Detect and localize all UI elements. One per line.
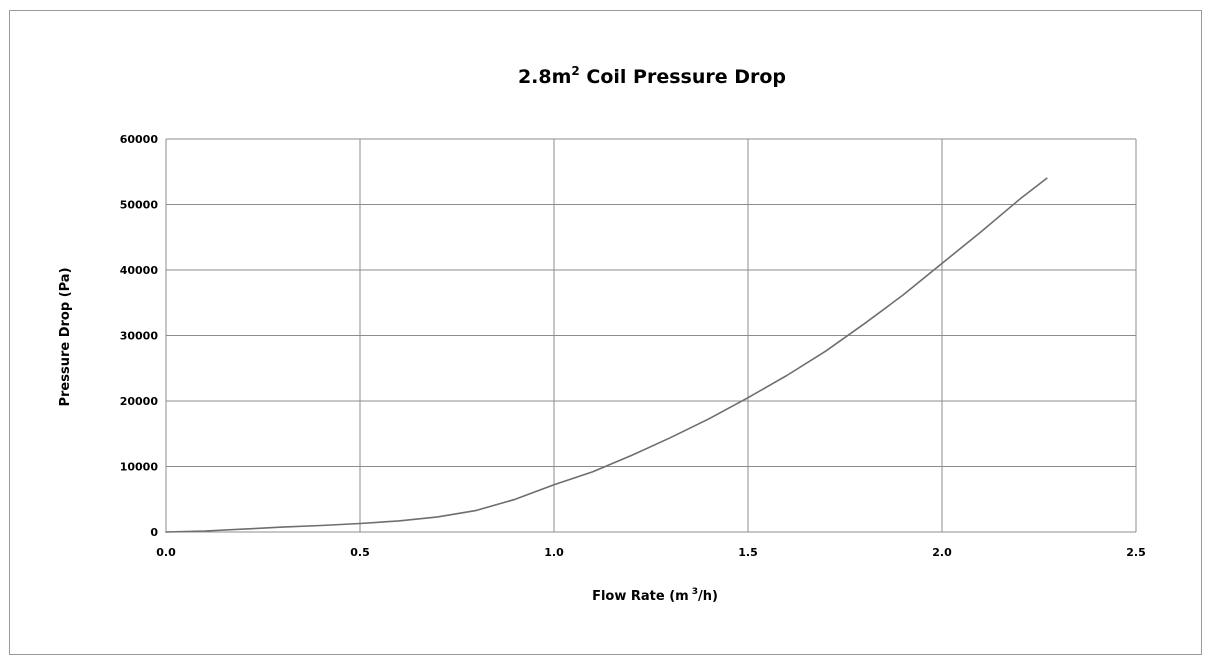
y-axis-label: Pressure Drop (Pa)	[58, 267, 73, 406]
chart-title-suffix: Coil Pressure Drop	[580, 66, 786, 88]
x-tick-label: 2.0	[932, 546, 952, 559]
x-axis-label-superscript: 3	[692, 587, 698, 597]
x-tick-label: 0.5	[350, 546, 370, 559]
y-tick-label: 10000	[120, 461, 159, 474]
x-tick-label: 1.0	[544, 546, 564, 559]
x-axis-label: Flow Rate (m 3/h)	[592, 587, 718, 604]
x-axis-label-main: Flow Rate (m	[592, 589, 689, 604]
chart-frame	[9, 10, 1202, 655]
x-tick-label: 0.0	[156, 546, 176, 559]
x-axis-label-suffix: /h)	[698, 589, 718, 604]
y-tick-label: 60000	[120, 133, 159, 146]
y-tick-label: 0	[150, 526, 158, 539]
series-line	[165, 177, 1048, 533]
y-tick-label: 20000	[120, 395, 159, 408]
chart-title-superscript: 2	[571, 64, 579, 78]
y-tick-label: 40000	[120, 264, 159, 277]
series-layer	[165, 177, 1048, 533]
x-tick-label: 2.5	[1126, 546, 1146, 559]
tick-labels: 0.0 0.5 1.0 1.5 2.0 2.5 0 10000 20000 30000 40000 5…	[120, 133, 1146, 559]
chart-title: 2.8m2 Coil Pressure Drop	[518, 64, 786, 88]
y-tick-label: 30000	[120, 330, 159, 343]
grid-lines	[165, 138, 1137, 533]
y-tick-label: 50000	[120, 199, 159, 212]
chart-title-main: 2.8m	[518, 66, 571, 88]
x-tick-label: 1.5	[738, 546, 758, 559]
